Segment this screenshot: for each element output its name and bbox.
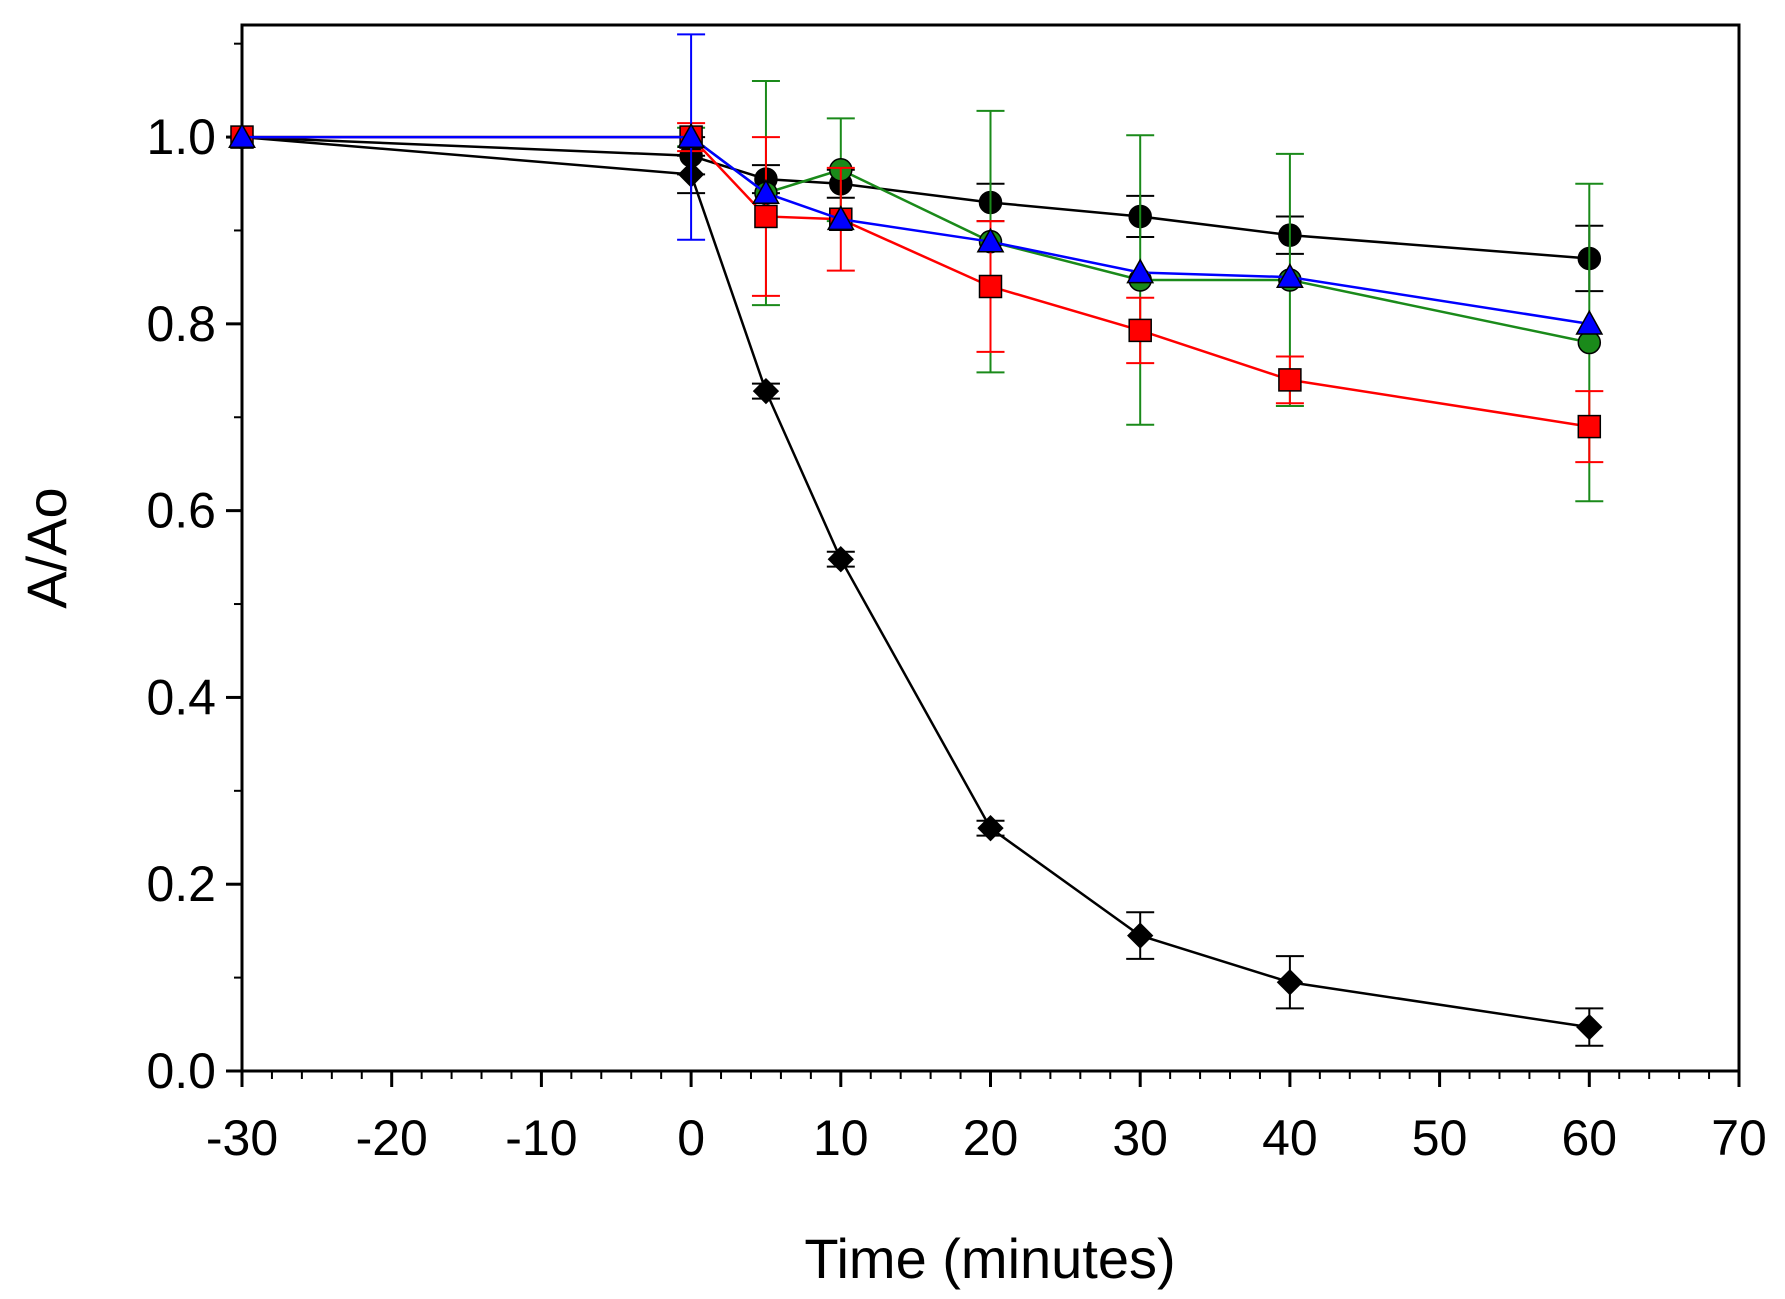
data-point [1127, 922, 1154, 949]
data-point [1575, 309, 1604, 335]
y-tick-label: 0.0 [146, 1043, 216, 1099]
x-tick-label: 50 [1412, 1110, 1468, 1166]
x-tick-label: 0 [677, 1110, 705, 1166]
x-tick-label: 40 [1262, 1110, 1318, 1166]
x-tick-label: -20 [356, 1110, 428, 1166]
x-tick-label: 70 [1711, 1110, 1767, 1166]
y-tick-label: 0.4 [146, 669, 216, 725]
data-point [1276, 969, 1304, 996]
x-tick-label: 60 [1561, 1110, 1617, 1166]
data-point [228, 122, 256, 148]
series-line [242, 135, 1590, 326]
series-3 [230, 122, 1604, 464]
data-point [1577, 414, 1602, 439]
data-point [1577, 330, 1602, 355]
data-point [752, 377, 780, 405]
data-point [1275, 262, 1304, 289]
x-tick-label: 30 [1112, 1110, 1168, 1166]
data-point [1128, 318, 1152, 343]
y-tick-label: 0.8 [146, 296, 216, 352]
data-point [976, 227, 1005, 253]
y-tick-label: 0.6 [146, 483, 216, 539]
data-point [754, 204, 778, 229]
data-point [827, 546, 854, 573]
data-point [1278, 368, 1302, 392]
y-tick-label: 0.2 [146, 856, 216, 912]
x-tick-label: 10 [813, 1110, 869, 1166]
series-line [241, 135, 1590, 260]
data-point [752, 178, 780, 204]
series-line [242, 135, 1590, 344]
data-point [1576, 1013, 1603, 1041]
x-tick-label: 20 [963, 1110, 1019, 1166]
x-tick-label: -30 [206, 1110, 278, 1166]
data-point [677, 122, 706, 148]
x-axis-tick-labels: -30 -20 -10 0 10 20 30 40 50 60 70 [206, 1110, 1767, 1166]
series-4 [228, 33, 1604, 335]
data-point [1126, 258, 1155, 284]
y-axis-title: A/Ao [15, 487, 78, 608]
x-axis-ticks [240, 1071, 1741, 1087]
series-line [241, 135, 1590, 1029]
series-line [242, 135, 1590, 428]
x-axis-title: Time (minutes) [804, 1227, 1175, 1290]
data-point [977, 815, 1004, 842]
data-point [826, 205, 855, 231]
x-tick-label: -10 [505, 1110, 577, 1166]
series-0 [230, 125, 1604, 293]
series-layer [228, 33, 1604, 1047]
y-axis-tick-labels: 0.0 0.2 0.4 0.6 0.8 1.0 [146, 109, 216, 1099]
series-1 [228, 123, 1604, 1047]
data-point [978, 274, 1003, 299]
y-tick-label: 1.0 [146, 109, 216, 165]
y-axis-ticks [226, 42, 242, 1073]
